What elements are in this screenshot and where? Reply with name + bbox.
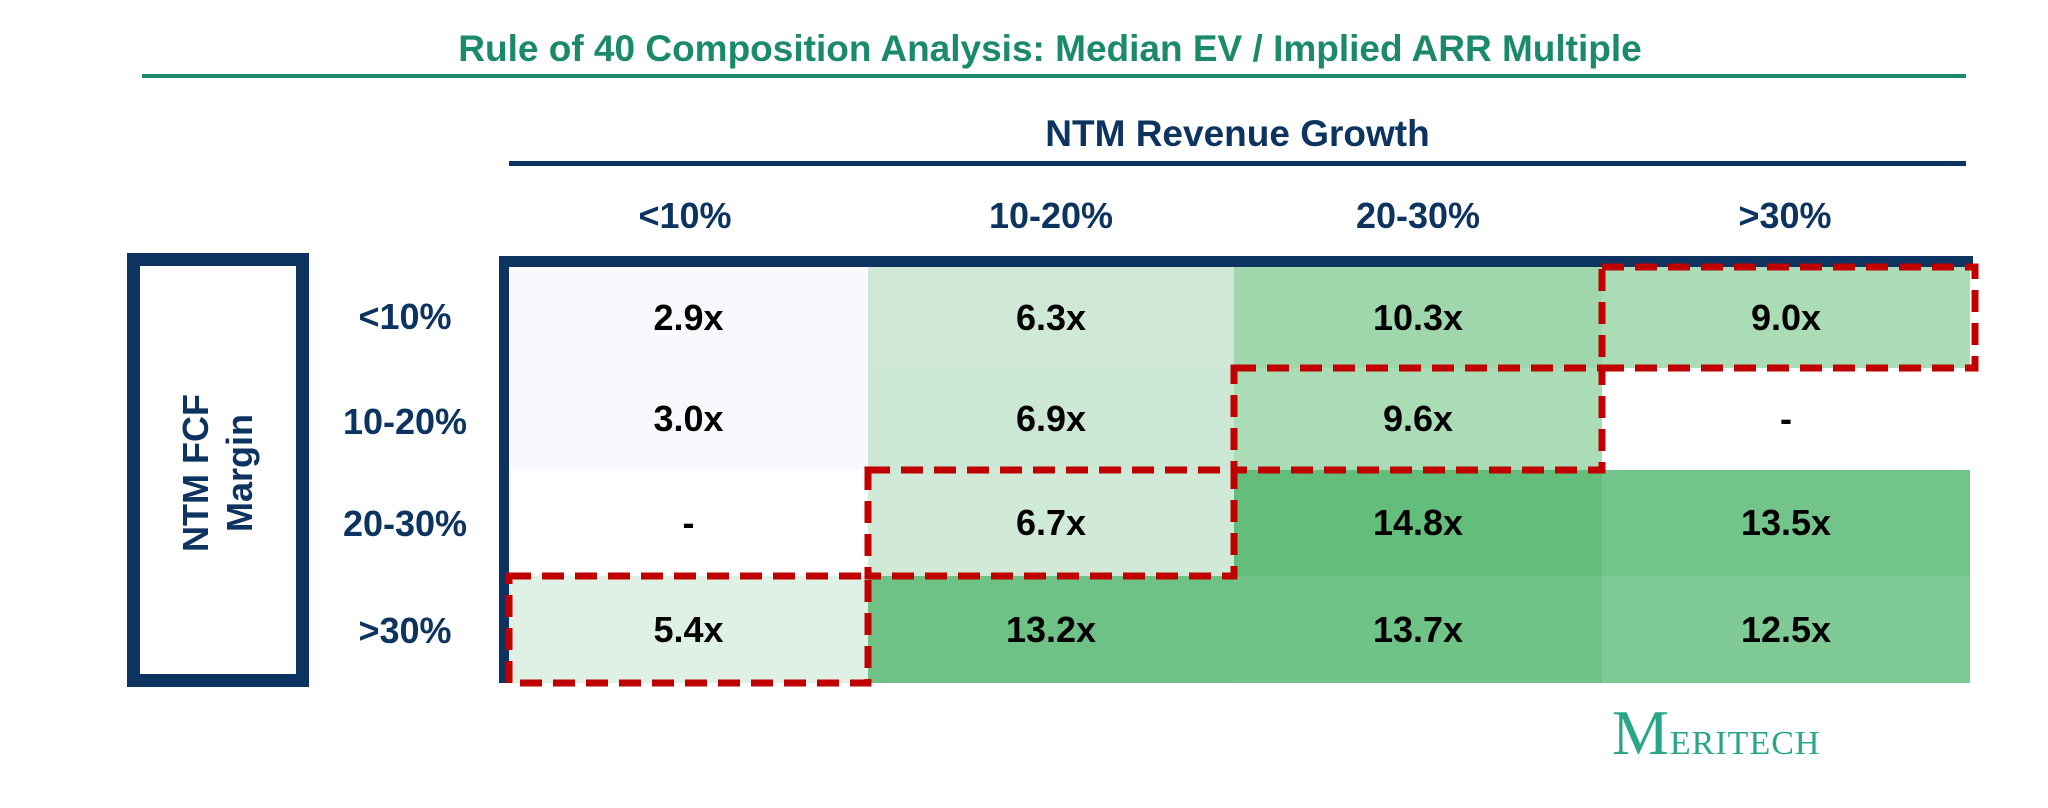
highlight-dashed-box — [1598, 263, 1979, 372]
x-axis-title: NTM Revenue Growth — [1045, 113, 1430, 154]
heatmap-cell: 9.0x — [1602, 267, 1970, 368]
x-tick-label: >30% — [1738, 195, 1832, 236]
heatmap-cell: 13.5x — [1602, 470, 1970, 576]
heatmap-cell: - — [1602, 368, 1970, 470]
heatmap-cell: - — [509, 470, 868, 576]
highlight-dashed-box — [1230, 364, 1606, 474]
heatmap-cell: 5.4x — [509, 576, 868, 683]
y-tick-label: <10% — [358, 296, 452, 337]
y-tick-label: >30% — [358, 610, 452, 651]
heatmap-cell: 13.7x — [1234, 576, 1602, 683]
heatmap-cell: 13.2x — [868, 576, 1234, 683]
y-axis-title-box — [127, 253, 309, 687]
heatmap-cell: 10.3x — [1234, 267, 1602, 368]
heatmap-cell: 12.5x — [1602, 576, 1970, 683]
title-underline — [142, 74, 1966, 78]
table-top-border — [499, 256, 1973, 267]
heatmap-cell: 6.9x — [868, 368, 1234, 470]
y-tick-label: 20-30% — [342, 503, 468, 544]
chart-title: Rule of 40 Composition Analysis: Median … — [458, 28, 1642, 69]
table-left-border — [499, 256, 509, 683]
x-tick-label: 20-30% — [1355, 195, 1481, 236]
heatmap-cell: 6.3x — [868, 267, 1234, 368]
heatmap-cell: 6.7x — [868, 470, 1234, 576]
x-tick-label: 10-20% — [988, 195, 1114, 236]
y-tick-label: 10-20% — [342, 401, 468, 442]
x-tick-label: <10% — [638, 195, 732, 236]
heatmap-cell: 3.0x — [509, 368, 868, 470]
highlight-dashed-box — [864, 466, 1238, 580]
x-axis-rule — [509, 161, 1966, 166]
heatmap-cell: 14.8x — [1234, 470, 1602, 576]
heatmap-cell: 2.9x — [509, 267, 868, 368]
highlight-dashed-box — [505, 572, 872, 687]
heatmap-cell: 9.6x — [1234, 368, 1602, 470]
meritech-logo: Meritech — [1612, 697, 1821, 768]
